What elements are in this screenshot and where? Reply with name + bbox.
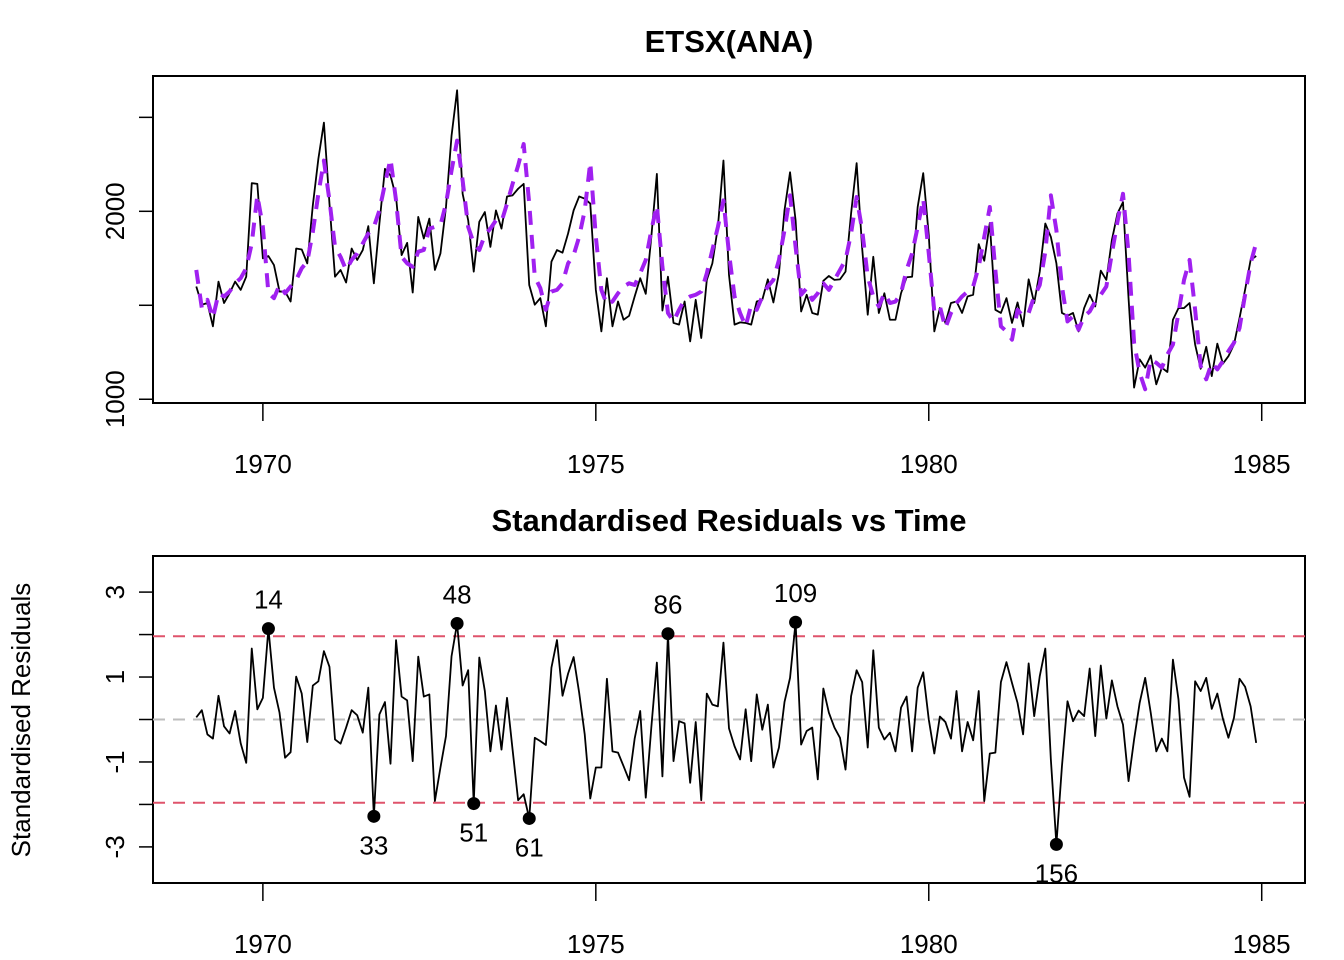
outlier-point: [522, 811, 536, 825]
plot-frame: [152, 75, 1306, 404]
outlier-point: [467, 797, 481, 811]
outlier-label: 61: [515, 832, 544, 862]
outlier-label: 33: [359, 830, 388, 860]
outlier-point: [661, 627, 675, 641]
x-tick-label: 1985: [1233, 449, 1291, 479]
outlier-point: [450, 617, 464, 631]
outlier-label: 86: [653, 590, 682, 620]
outlier-point: [261, 622, 275, 636]
series-group: [194, 89, 1259, 392]
outlier-point: [1049, 837, 1063, 851]
y-axis: 1000 2000: [100, 116, 153, 428]
y-tick-label: -3: [100, 835, 130, 858]
x-tick-label: 1980: [900, 929, 958, 959]
y-tick-label: 3: [100, 585, 130, 599]
outlier-group: 14 33 48 51 61 86 109 156: [254, 578, 1078, 888]
series-group: [195, 621, 1258, 846]
x-tick-label: 1975: [567, 929, 625, 959]
series-line-residuals: [195, 621, 1258, 846]
outlier-label: 14: [254, 585, 283, 615]
x-tick-label: 1980: [900, 449, 958, 479]
chart-title: Standardised Residuals vs Time: [492, 503, 967, 538]
y-tick-label: 1: [100, 670, 130, 684]
outlier-point: [789, 615, 803, 629]
series-line-fitted: [194, 138, 1259, 392]
outlier-label: 109: [774, 578, 817, 608]
x-axis: 1970 1975 1980 1985: [234, 403, 1291, 479]
outlier-label: 156: [1035, 858, 1078, 888]
residuals-panel: Standardised Residuals vs Time Standardi…: [6, 503, 1306, 959]
chart-title: ETSX(ANA): [645, 24, 814, 59]
y-axis-label: Standardised Residuals: [6, 583, 36, 858]
y-tick-label: -1: [100, 750, 130, 773]
x-tick-label: 1970: [234, 449, 292, 479]
forecast-panel: ETSX(ANA) 1000 2000 1970 1975 1980 1985: [100, 24, 1306, 479]
outlier-label: 48: [443, 580, 472, 610]
y-tick-label: 1000: [100, 370, 130, 428]
x-tick-label: 1975: [567, 449, 625, 479]
outlier-point: [367, 809, 381, 823]
x-axis: 1970 1975 1980 1985: [234, 883, 1291, 959]
x-tick-label: 1970: [234, 929, 292, 959]
x-tick-label: 1985: [1233, 929, 1291, 959]
y-axis: -3 -1 1 3: [100, 585, 153, 858]
y-tick-label: 2000: [100, 182, 130, 240]
outlier-label: 51: [459, 818, 488, 848]
reference-lines: [153, 635, 1305, 804]
